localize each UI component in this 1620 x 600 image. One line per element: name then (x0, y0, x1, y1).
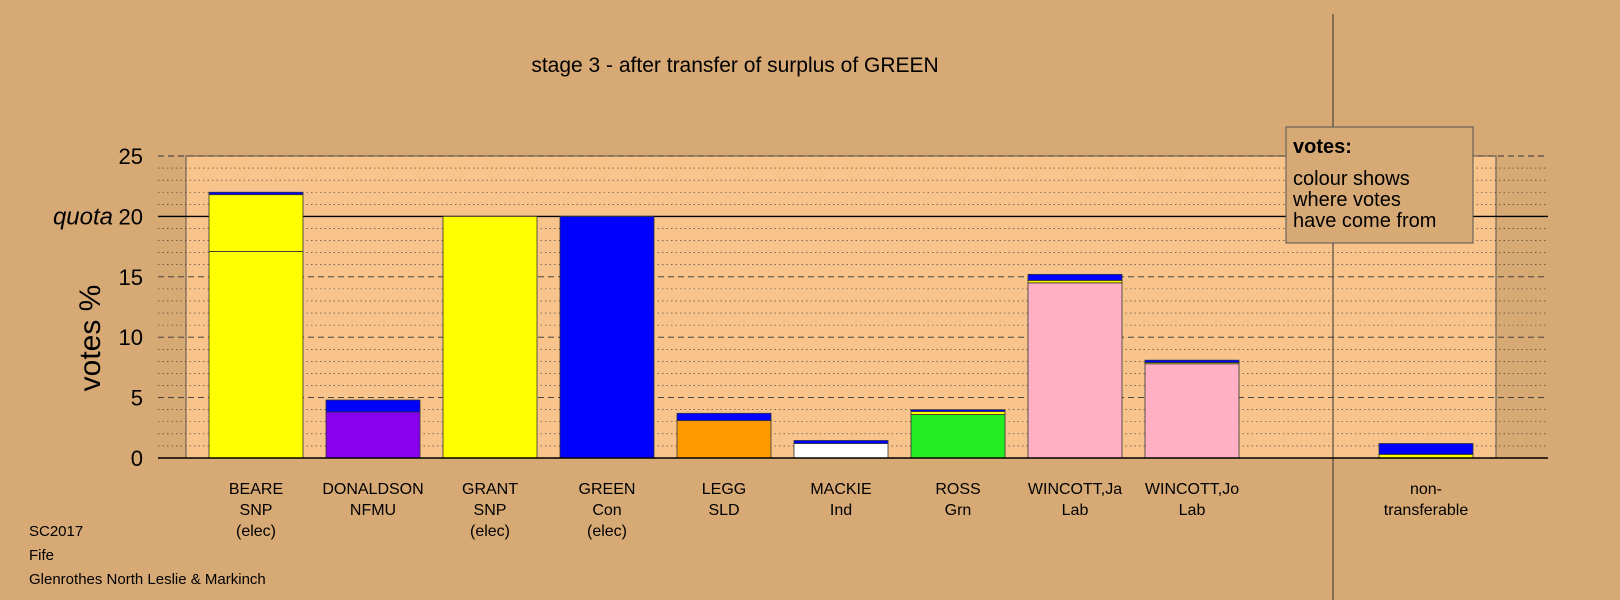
category-party: SNP (474, 502, 507, 519)
category-party: Lab (1179, 502, 1206, 519)
category-name: DONALDSON (322, 481, 423, 498)
category-party: Lab (1062, 502, 1089, 519)
bar-legg-segment (676, 420, 772, 459)
bar-donaldson-segment (325, 411, 421, 459)
nontransferable-label: non- (1410, 481, 1442, 498)
category-labels: BEARE SNP (elec) DONALDSON NFMU GRANT SNP (elec… (229, 481, 1468, 540)
quota-label: quota (53, 203, 113, 230)
bar-wincott-ja-segment (1027, 282, 1123, 459)
category-party: NFMU (350, 502, 396, 519)
bar-mackie-segment (793, 443, 889, 459)
chart-title: stage 3 - after transfer of surplus of G… (531, 54, 938, 77)
legend-title: votes: (1293, 136, 1352, 158)
category-name: LEGG (702, 481, 746, 498)
bar-ross-segment (910, 409, 1006, 412)
category-name: ROSS (935, 481, 980, 498)
category-name: GRANT (462, 481, 518, 498)
bar-wincott-jo-segment (1144, 363, 1240, 459)
category-name: MACKIE (810, 481, 871, 498)
category-party: Con (592, 502, 621, 519)
category-status: (elec) (470, 523, 510, 540)
bar-grant-segment (442, 215, 538, 459)
category-name: GREEN (579, 481, 636, 498)
y-tick-label: 20 (119, 204, 143, 229)
legend-box (1285, 126, 1474, 244)
bar-green-segment (559, 215, 655, 459)
category-party: SLD (708, 502, 739, 519)
category-name: WINCOTT,Jo (1145, 481, 1239, 498)
bar-beare-segment (208, 194, 304, 252)
footer-council: Fife (29, 547, 54, 564)
y-axis-label: votes % (74, 285, 107, 392)
bar-wincott-jo-segment (1144, 359, 1240, 363)
legend-line-2: where votes (1292, 189, 1401, 211)
footer-ward: Glenrothes North Leslie & Markinch (29, 571, 266, 588)
legend: votes: colour shows where votes have com… (1285, 126, 1474, 244)
category-status: (elec) (236, 523, 276, 540)
category-party: Grn (945, 502, 972, 519)
footer: SC2017 Fife Glenrothes North Leslie & Ma… (29, 523, 266, 588)
bar-ross-segment (910, 414, 1006, 459)
y-tick-label: 25 (119, 144, 143, 169)
bar-nontransferable-segment (1378, 443, 1474, 455)
y-axis: 0 5 10 15 20 25 quota (53, 144, 1548, 471)
legend-line-1: colour shows (1293, 168, 1410, 190)
category-name: BEARE (229, 481, 283, 498)
bar-beare-segment (208, 191, 304, 196)
bar-legg-segment (676, 412, 772, 421)
category-party: Ind (830, 502, 852, 519)
footer-election: SC2017 (29, 523, 83, 540)
bar-ross-segment (910, 411, 1006, 415)
bar-wincott-ja-segment (1027, 273, 1123, 281)
nontransferable-label: transferable (1384, 502, 1469, 519)
category-party: SNP (240, 502, 273, 519)
bar-donaldson-segment (325, 399, 421, 413)
legend-line-3: have come from (1293, 210, 1436, 232)
y-tick-label: 0 (131, 446, 143, 471)
bars (208, 191, 1474, 459)
bar-mackie-segment (793, 440, 889, 444)
category-name: WINCOTT,Ja (1028, 481, 1122, 498)
y-tick-label: 10 (119, 325, 143, 350)
y-tick-label: 15 (119, 265, 143, 290)
y-tick-label: 5 (131, 386, 143, 411)
category-status: (elec) (587, 523, 627, 540)
bar-beare-segment (208, 251, 304, 459)
